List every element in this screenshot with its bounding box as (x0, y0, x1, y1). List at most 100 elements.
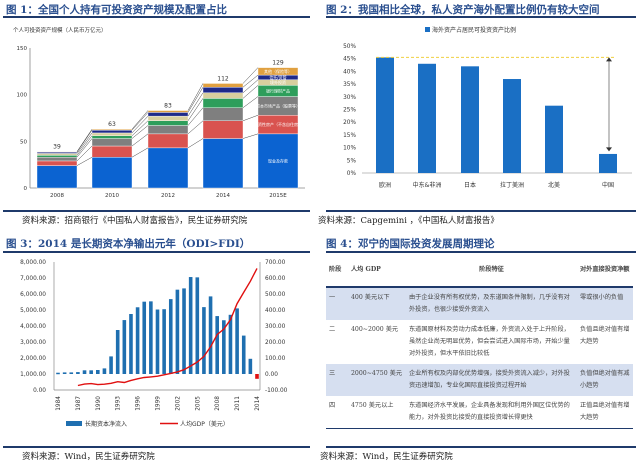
cell-stage: 三 (326, 364, 348, 396)
c3-left-ytick-label: 4,000.00 (20, 324, 46, 330)
c2-bar (545, 105, 563, 173)
c1-bar-segment (202, 98, 244, 108)
c1-bar-segment (91, 156, 133, 189)
cell-net-odi: 正值且绝对值有增大趋势 (577, 396, 633, 429)
c1-connector-line (76, 129, 93, 152)
fig1-source: 资料来源：招商银行《中国私人财富报告》，民生证券研究院 (22, 216, 248, 226)
c1-connector-line (131, 120, 149, 136)
c1-bar-segment (36, 153, 78, 156)
c3-bar (82, 370, 87, 374)
c3-bar (255, 374, 259, 379)
c3-bar (235, 308, 239, 374)
c1-connector-line (76, 145, 93, 162)
c1-connector-line (187, 92, 204, 117)
header-features: 阶段特征 (479, 266, 504, 273)
c3-xtick-label: 2008 (215, 396, 221, 411)
c1-connector-line (131, 112, 149, 131)
c1-segment-label: 银行理财产品 (266, 87, 290, 93)
c1-bar-segment (36, 160, 78, 166)
c1-total-label: 112 (217, 75, 229, 82)
cell-net-odi: 负值但绝对值有减小趋势 (577, 364, 633, 396)
table-row: 三 2000~4750 美元 企业所有权及内部化优势增强，接受外资流入减少，对外… (326, 364, 633, 396)
c1-total-label: 63 (108, 121, 116, 128)
c3-bar (162, 309, 166, 374)
c1-connector-line (187, 107, 204, 126)
c1-connector-line (187, 87, 204, 113)
c3-bar (195, 277, 200, 374)
c3-legend-line-label: 人均GDP（美元） (180, 420, 229, 428)
c2-ytick-label: 10% (343, 146, 356, 152)
c1-bar-segment (91, 128, 133, 131)
c1-connector-line (242, 67, 259, 84)
c3-right-ytick-label: 0.00 (265, 372, 278, 378)
c2-category-label: 北美 (548, 181, 560, 189)
c1-ytick-label: 50 (20, 139, 27, 145)
c1-bar-segment (147, 125, 189, 135)
c3-right-ytick-label: 300.00 (265, 324, 286, 330)
c1-bar-segment (91, 129, 133, 134)
c3-bar (62, 372, 67, 374)
c1-ytick-label: 0 (24, 186, 28, 192)
c1-connector-line (187, 120, 204, 135)
c3-bar (109, 356, 113, 374)
cell-gdp: 400~2000 美元 (351, 326, 399, 333)
cell-features: 东道国经济水平发展，企业具备发现和利用外国区位优势的能力，对外投资比接受的直接投… (406, 396, 577, 429)
c1-bar-segment (147, 112, 189, 117)
c3-gdp-line (77, 268, 258, 387)
c1-connector-line (131, 147, 149, 158)
c3-bar (89, 370, 93, 374)
c1-connector-line (187, 83, 204, 111)
cell-features: 企业所有权及内部化优势增强，接受外资流入减少，对外投资迅速增加，专业化国际直接投… (406, 364, 577, 396)
c2-ytick-label: 25% (343, 108, 356, 114)
c1-bar-segment (91, 132, 133, 136)
cell-stage: 二 (329, 326, 336, 333)
c3-xtick-label: 1990 (96, 396, 102, 411)
c3-left-ytick-label: 5,000.00 (20, 308, 46, 314)
c3-right-ytick-label: 200.00 (265, 340, 286, 346)
c1-connector-line (242, 85, 259, 99)
c3-xtick-label: 1993 (116, 396, 122, 411)
fig4-bottom-rule (326, 446, 636, 448)
c1-bar-segment (202, 120, 244, 139)
c2-ytick-label: 45% (343, 57, 356, 63)
c3-bar (142, 301, 147, 374)
fig1-top-rule (3, 16, 310, 18)
c1-connector-line (187, 138, 204, 149)
c2-ytick-label: 15% (343, 133, 356, 139)
c1-category-label: 2010 (105, 193, 119, 199)
c3-bar (182, 288, 186, 374)
c3-bar (155, 309, 160, 374)
c3-legend-bar-swatch (66, 421, 82, 426)
cell-features: 东道国原材料及劳动力成本低廉，外资流入处于上升阶段，虽然企业尚无明显优势，但会尝… (409, 326, 570, 357)
c3-bar (149, 301, 153, 374)
c3-xtick-label: 2014 (255, 396, 261, 411)
cell-stage: 四 (326, 396, 348, 429)
cell-stage: 一 (326, 286, 348, 320)
c2-category-label: 日本 (464, 181, 476, 189)
c1-total-label: 83 (164, 103, 172, 110)
cell-gdp: 4750 美元以上 (348, 396, 406, 429)
fig3-top-rule (3, 251, 310, 253)
c3-right-ytick-label: 400.00 (265, 308, 286, 314)
c1-connector-line (131, 125, 149, 139)
c3-xtick-label: 2002 (175, 396, 181, 411)
c1-connector-line (76, 156, 93, 166)
c3-left-ytick-label: 8,000.00 (20, 260, 46, 266)
c1-bar-segment (36, 151, 78, 154)
c1-connector-line (242, 79, 259, 93)
c1-connector-line (76, 132, 93, 154)
c1-segment-label: 资本市场产品（股票等） (256, 102, 300, 108)
table-row: 二 400~2000 美元 东道国原材料及劳动力成本低廉，外资流入处于上升阶段，… (326, 320, 633, 364)
c2-bar (599, 153, 617, 173)
c1-category-label: 2012 (161, 193, 175, 199)
c1-segment-label: 现金及存款 (268, 157, 288, 163)
c3-xtick-label: 1987 (76, 396, 82, 411)
fig4-top-rule (326, 251, 636, 253)
c3-left-ytick-label: 3,000.00 (20, 340, 46, 346)
c2-bar (503, 79, 521, 173)
c3-bar (222, 320, 226, 374)
c2-category-label: 中国 (602, 181, 614, 189)
c2-arrowhead-up-icon (606, 57, 612, 62)
c1-bar-segment (202, 83, 244, 88)
c3-bar (115, 330, 120, 374)
